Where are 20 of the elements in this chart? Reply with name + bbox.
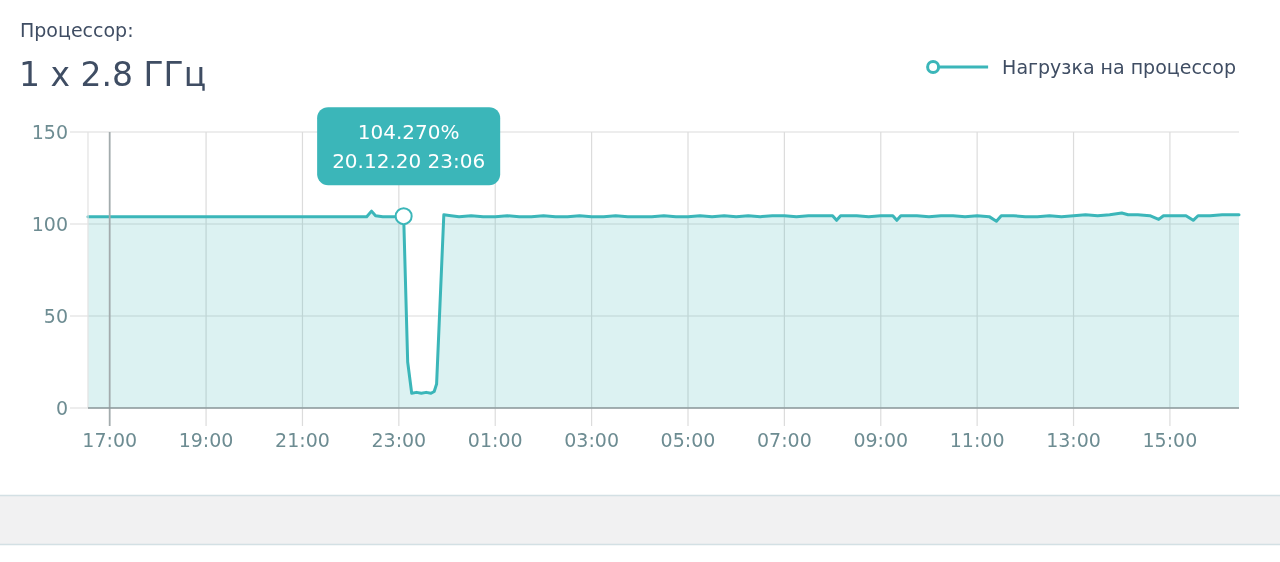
x-tick-label: 15:00 bbox=[1142, 428, 1198, 451]
y-tick-label: 50 bbox=[43, 304, 68, 327]
x-tick-label: 13:00 bbox=[1046, 428, 1101, 451]
y-tick-label: 150 bbox=[31, 120, 68, 143]
x-tick-label: 23:00 bbox=[371, 428, 427, 451]
x-tick-label: 01:00 bbox=[467, 428, 523, 451]
chart-subtitle: 1 x 2.8 ГГц bbox=[19, 55, 207, 94]
x-tick-label: 03:00 bbox=[564, 428, 619, 451]
annotation: 104.270% 20.12.20 23:06 bbox=[332, 119, 486, 173]
y-tick-label: 0 bbox=[55, 396, 68, 419]
x-tick-label: 07:00 bbox=[757, 428, 812, 451]
x-tick-label: 21:00 bbox=[275, 428, 330, 451]
x-tick-label: 11:00 bbox=[949, 428, 1005, 451]
x-tick-label: 05:00 bbox=[660, 428, 716, 451]
y-tick-label: 100 bbox=[31, 212, 68, 235]
x-tick-label: 19:00 bbox=[178, 428, 234, 451]
legend-label: Нагрузка на процессор bbox=[1002, 55, 1237, 78]
chart-title: Процессор: bbox=[20, 19, 134, 41]
x-tick-label: 17:00 bbox=[82, 428, 138, 451]
x-tick-label: 09:00 bbox=[853, 428, 909, 451]
